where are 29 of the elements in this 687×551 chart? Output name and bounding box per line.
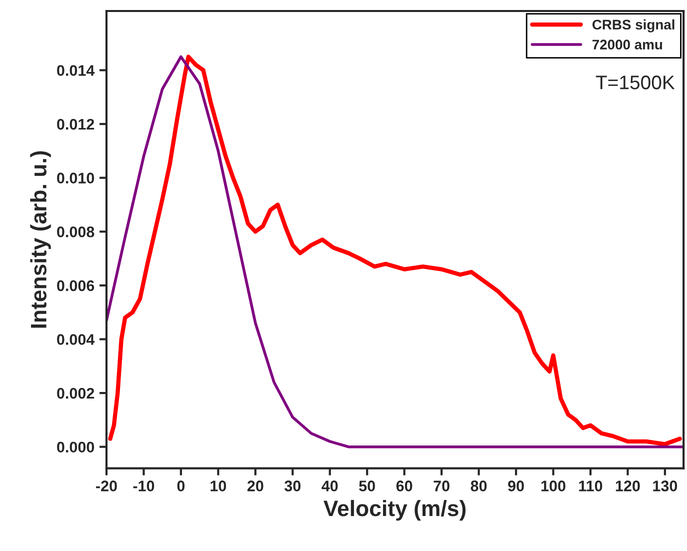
x-tick-label: 110 xyxy=(579,480,602,492)
x-tick-label: -10 xyxy=(133,480,154,492)
y-tick-label: 0.010 xyxy=(57,172,94,184)
x-tick-label: 30 xyxy=(284,480,301,492)
x-tick-label: 90 xyxy=(508,480,524,492)
x-tick-label: 120 xyxy=(616,480,640,492)
x-tick-label: 40 xyxy=(322,480,338,492)
y-axis-title: Intensity (arb. u.) xyxy=(30,151,51,328)
y-tick-label: 0.014 xyxy=(57,65,95,76)
y-tick-label: 0.006 xyxy=(57,280,94,292)
x-tick-label: 130 xyxy=(653,480,678,492)
x-tick-label: -20 xyxy=(96,480,117,492)
x-tick-label: 20 xyxy=(247,480,264,492)
x-tick-label: 100 xyxy=(541,480,566,492)
x-tick-label: 0 xyxy=(177,480,185,492)
legend-label: CRBS signal xyxy=(592,19,674,32)
y-tick-label: 0.004 xyxy=(57,334,95,345)
x-tick-label: 50 xyxy=(359,480,375,492)
x-tick-label: 70 xyxy=(434,480,450,492)
y-tick-label: 0.000 xyxy=(57,442,94,453)
x-tick-label: 60 xyxy=(396,480,412,492)
x-tick-label: 10 xyxy=(210,480,226,492)
y-tick-label: 0.012 xyxy=(57,118,94,130)
legend-label: 72000 amu xyxy=(592,40,662,50)
x-tick-label: 80 xyxy=(470,480,487,492)
y-tick-label: 0.008 xyxy=(57,226,94,238)
y-tick-label: 0.002 xyxy=(57,388,94,399)
annotation: T=1500K xyxy=(596,76,675,90)
x-axis-title: Velocity (m/s) xyxy=(324,500,466,521)
